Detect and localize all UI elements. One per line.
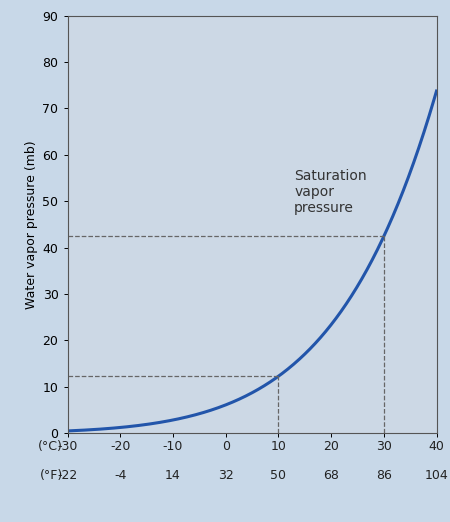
Text: (°F): (°F) [40,469,63,481]
Text: -10: -10 [163,440,183,453]
Text: 86: 86 [376,469,392,481]
Text: 30: 30 [376,440,392,453]
Text: 68: 68 [323,469,339,481]
Text: 40: 40 [428,440,445,453]
Text: 14: 14 [165,469,181,481]
Text: -30: -30 [57,440,78,453]
Text: 32: 32 [218,469,234,481]
Text: 10: 10 [270,440,286,453]
Text: 0: 0 [222,440,230,453]
Text: Saturation
vapor
pressure: Saturation vapor pressure [294,169,367,215]
Text: -22: -22 [58,469,77,481]
Text: 50: 50 [270,469,286,481]
Text: -20: -20 [110,440,130,453]
Text: (°C): (°C) [38,440,63,453]
Text: 20: 20 [323,440,339,453]
Y-axis label: Water vapor pressure (mb): Water vapor pressure (mb) [25,140,38,309]
Text: 104: 104 [425,469,448,481]
Text: -4: -4 [114,469,126,481]
